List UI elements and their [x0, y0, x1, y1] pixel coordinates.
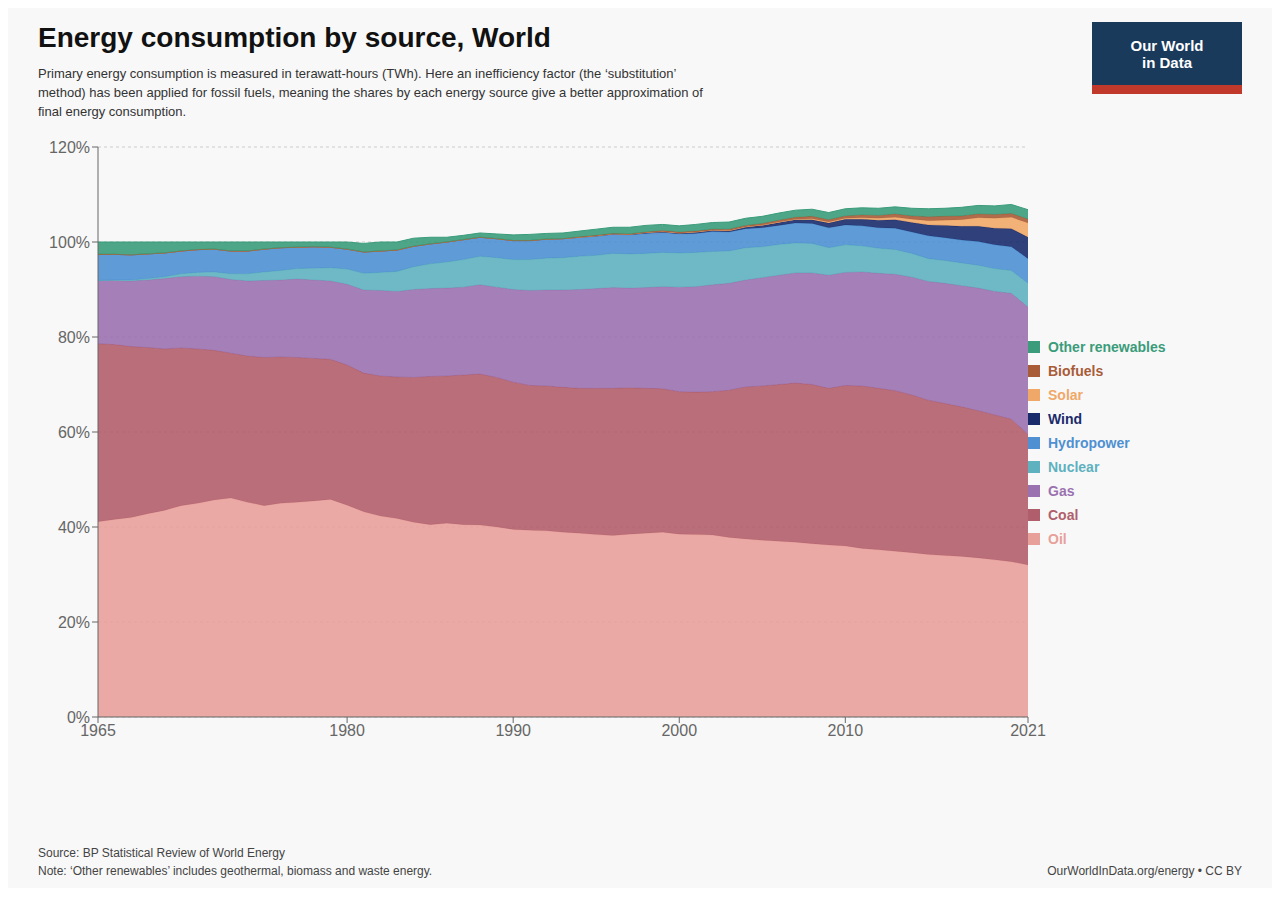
svg-text:60%: 60%: [58, 424, 90, 441]
html-text:in Data: in Data: [1142, 53, 1192, 71]
svg-text:80%: 80%: [58, 329, 90, 346]
svg-text:0%: 0%: [67, 709, 90, 726]
html-text:method) has been applied for f: method) has been applied for fossil fuel…: [38, 85, 703, 100]
html-text:Wind: Wind: [1048, 411, 1083, 427]
html-text:Nuclear: Nuclear: [1048, 459, 1100, 475]
html-text:final energy consumption.: final energy consumption.: [38, 104, 187, 119]
html-text:Primary energy consumption is: Primary energy consumption is measured i…: [38, 66, 677, 81]
html-text:Our World: Our World: [1130, 36, 1204, 54]
html-text:Energy consumption by source,: Energy consumption by source, World: [38, 22, 551, 53]
svg-text:2000: 2000: [661, 722, 697, 739]
svg-text:1965: 1965: [80, 722, 116, 740]
html-text:Oil: Oil: [1048, 531, 1067, 547]
html-text:Biofuels: Biofuels: [1048, 363, 1104, 379]
html-text:Coal: Coal: [1048, 507, 1079, 523]
svg-text:1980: 1980: [329, 722, 365, 739]
html-text:Note: ‘Other renewables’ inclu: Note: ‘Other renewables’ includes geothe…: [38, 864, 433, 878]
svg-text:120%: 120%: [49, 139, 90, 156]
svg-text:1990: 1990: [495, 722, 531, 739]
svg-text:2021: 2021: [1010, 722, 1046, 739]
html-text:OurWorldInData.org/energy • CC: OurWorldInData.org/energy • CC BY: [1047, 864, 1242, 878]
svg-text:100%: 100%: [49, 234, 90, 251]
html-text:Solar: Solar: [1048, 387, 1083, 403]
html-text:Other renewables: Other renewables: [1048, 339, 1166, 355]
svg-text:40%: 40%: [58, 519, 90, 536]
svg-text:2010: 2010: [828, 722, 864, 739]
html-text:Gas: Gas: [1048, 483, 1075, 499]
html-text:Hydropower: Hydropower: [1048, 435, 1130, 451]
svg-text:20%: 20%: [58, 614, 90, 631]
html-text:Source: BP Statistical Review: Source: BP Statistical Review of World E…: [38, 846, 285, 860]
